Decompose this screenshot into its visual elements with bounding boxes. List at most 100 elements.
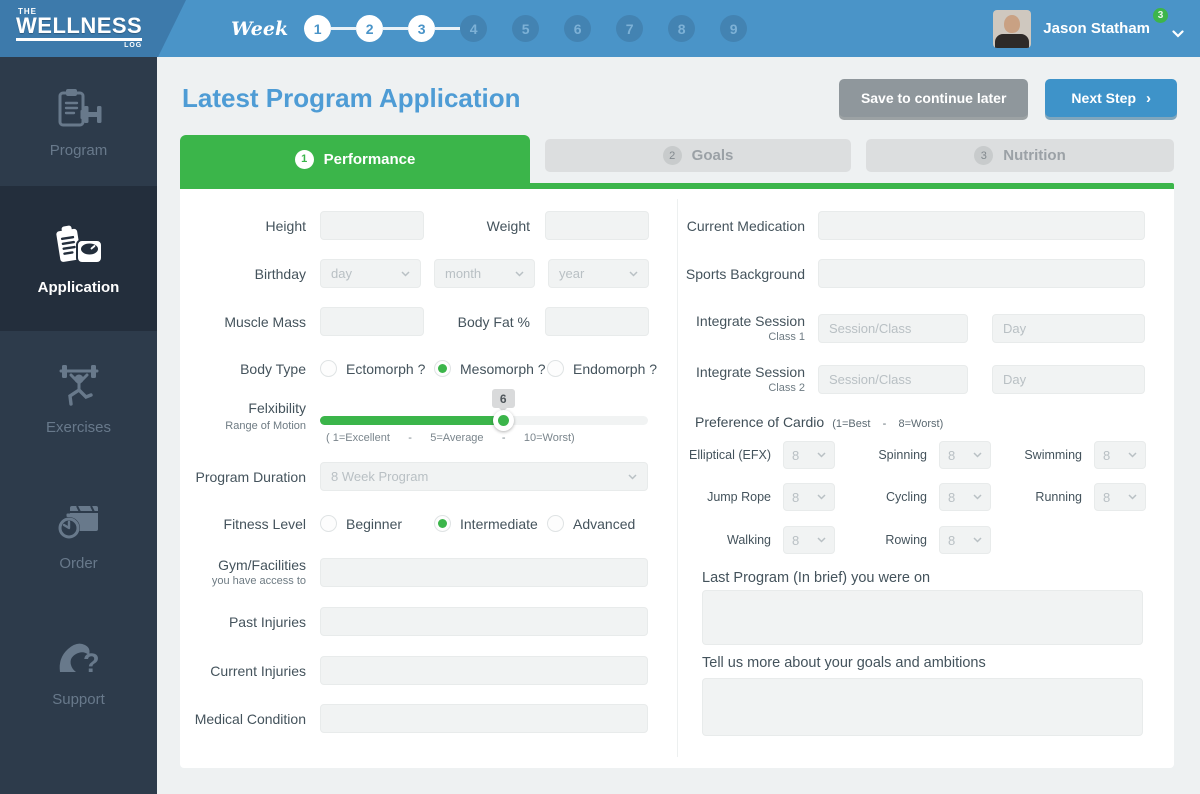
weight-label: Weight <box>486 217 530 234</box>
radio-endomorph[interactable] <box>547 360 564 377</box>
program-duration-select[interactable]: 8 Week Program <box>320 462 648 491</box>
logo-log: LOG <box>124 42 143 49</box>
week-step-6[interactable]: 6 <box>564 15 592 42</box>
sports-background-input[interactable] <box>818 259 1145 288</box>
week-step-9[interactable]: 9 <box>720 15 748 42</box>
muscle-mass-input[interactable] <box>320 307 424 336</box>
save-to-continue-button[interactable]: Save to continue later <box>838 79 1029 117</box>
gym-facilities-sublabel: you have access to <box>211 575 306 587</box>
chevron-down-icon <box>515 270 524 277</box>
main-content: Latest Program Application Save to conti… <box>157 57 1200 794</box>
current-medication-input[interactable] <box>818 211 1145 240</box>
form-right-column: Current Medication Sports Background Int… <box>677 189 1174 768</box>
session2-day-input[interactable]: Day <box>992 364 1145 394</box>
sidebar-item-order[interactable]: Order <box>0 467 157 603</box>
step-connector <box>695 27 720 30</box>
week-step-4[interactable]: 4 <box>460 15 488 42</box>
medical-condition-label: Medical Condition <box>194 710 306 727</box>
medical-condition-input[interactable] <box>320 704 648 733</box>
sidebar-item-label: Application <box>37 278 120 296</box>
support-icon: ? <box>53 634 105 680</box>
form-left-column: Height Weight Birthday day month <box>180 189 677 768</box>
body-fat-label: Body Fat % <box>457 313 530 330</box>
chevron-down-icon <box>401 270 410 277</box>
week-step-2[interactable]: 2 <box>356 15 384 42</box>
radio-advanced[interactable] <box>547 515 564 532</box>
program-duration-label: Program Duration <box>195 468 307 485</box>
height-input[interactable] <box>320 211 424 240</box>
elliptical-select[interactable]: 8 <box>783 441 835 469</box>
chevron-down-icon <box>817 452 826 458</box>
radio-intermediate[interactable] <box>434 515 451 532</box>
jump-rope-select[interactable]: 8 <box>783 483 835 511</box>
chevron-down-icon <box>1128 494 1137 500</box>
radio-beginner[interactable] <box>320 515 337 532</box>
chevron-down-icon <box>1172 29 1184 38</box>
logo-wellness: WELLNESS <box>16 15 143 41</box>
sidebar-item-support[interactable]: ? Support <box>0 603 157 739</box>
tab-nutrition[interactable]: 3 Nutrition <box>866 139 1174 172</box>
topbar: THE WELLNESS LOG Week 1 2 3 4 5 6 7 <box>0 0 1200 57</box>
cycling-select[interactable]: 8 <box>939 483 991 511</box>
sidebar-item-application[interactable]: Application <box>0 186 157 331</box>
flexibility-slider-thumb[interactable] <box>492 410 514 431</box>
chevron-down-icon <box>629 270 638 277</box>
radio-label: Intermediate <box>460 515 538 532</box>
spinning-select[interactable]: 8 <box>939 441 991 469</box>
tab-goals[interactable]: 2 Goals <box>545 139 851 172</box>
birthday-year-select[interactable]: year <box>548 259 649 288</box>
weight-input[interactable] <box>545 211 649 240</box>
radio-label: Advanced <box>573 515 636 532</box>
walking-select[interactable]: 8 <box>783 526 835 554</box>
next-step-button[interactable]: Next Step › <box>1045 79 1177 117</box>
logo[interactable]: THE WELLNESS LOG <box>0 0 240 57</box>
current-injuries-input[interactable] <box>320 656 648 685</box>
sidebar-item-program[interactable]: Program <box>0 57 157 186</box>
birthday-month-select[interactable]: month <box>434 259 535 288</box>
goals-ambitions-textarea[interactable] <box>702 678 1143 736</box>
radio-mesomorph[interactable] <box>434 360 451 377</box>
muscle-mass-label: Muscle Mass <box>224 313 306 330</box>
swimming-select[interactable]: 8 <box>1094 441 1146 469</box>
tab-performance[interactable]: 1 Performance <box>180 135 530 183</box>
tab-number: 2 <box>662 146 682 165</box>
sidebar-item-exercises[interactable]: Exercises <box>0 331 157 467</box>
walking-label: Walking <box>727 533 771 547</box>
past-injuries-label: Past Injuries <box>228 613 306 630</box>
last-program-label: Last Program (In brief) you were on <box>702 570 931 586</box>
week-step-7[interactable]: 7 <box>616 15 644 42</box>
radio-label: Ectomorph ? <box>346 360 426 377</box>
step-connector <box>539 27 564 30</box>
week-step-8[interactable]: 8 <box>668 15 696 42</box>
current-medication-label: Current Medication <box>686 217 805 234</box>
current-injuries-label: Current Injuries <box>210 662 306 679</box>
gym-facilities-input[interactable] <box>320 557 648 587</box>
rowing-select[interactable]: 8 <box>939 526 991 554</box>
session2-class-input[interactable]: Session/Class <box>818 364 968 394</box>
form-tabs: 1 Performance 2 Goals 3 Nutrition <box>180 135 1174 183</box>
week-step-5[interactable]: 5 <box>512 15 540 42</box>
past-injuries-input[interactable] <box>320 607 648 636</box>
tab-number: 1 <box>294 149 314 169</box>
session1-day-input[interactable]: Day <box>992 313 1145 343</box>
week-step-1[interactable]: 1 <box>304 15 332 42</box>
chevron-down-icon <box>817 537 826 543</box>
last-program-textarea[interactable] <box>702 590 1143 645</box>
step-connector <box>487 27 512 30</box>
spinning-label: Spinning <box>878 448 927 462</box>
next-chevron-icon: › <box>1146 89 1151 107</box>
integrate-session-1-label: Integrate Session <box>696 313 805 329</box>
flexibility-slider[interactable] <box>320 410 648 431</box>
week-step-3[interactable]: 3 <box>408 15 436 42</box>
radio-label: Beginner <box>346 515 403 532</box>
sidebar-item-label: Exercises <box>45 419 112 436</box>
session1-class-input[interactable]: Session/Class <box>818 313 968 343</box>
flexibility-slider-fill <box>320 416 504 425</box>
body-fat-input[interactable] <box>545 307 649 336</box>
birthday-day-select[interactable]: day <box>320 259 421 288</box>
radio-ectomorph[interactable] <box>320 360 337 377</box>
user-menu[interactable]: Jason Statham 3 <box>993 0 1184 57</box>
running-select[interactable]: 8 <box>1094 483 1146 511</box>
step-connector <box>383 27 409 30</box>
